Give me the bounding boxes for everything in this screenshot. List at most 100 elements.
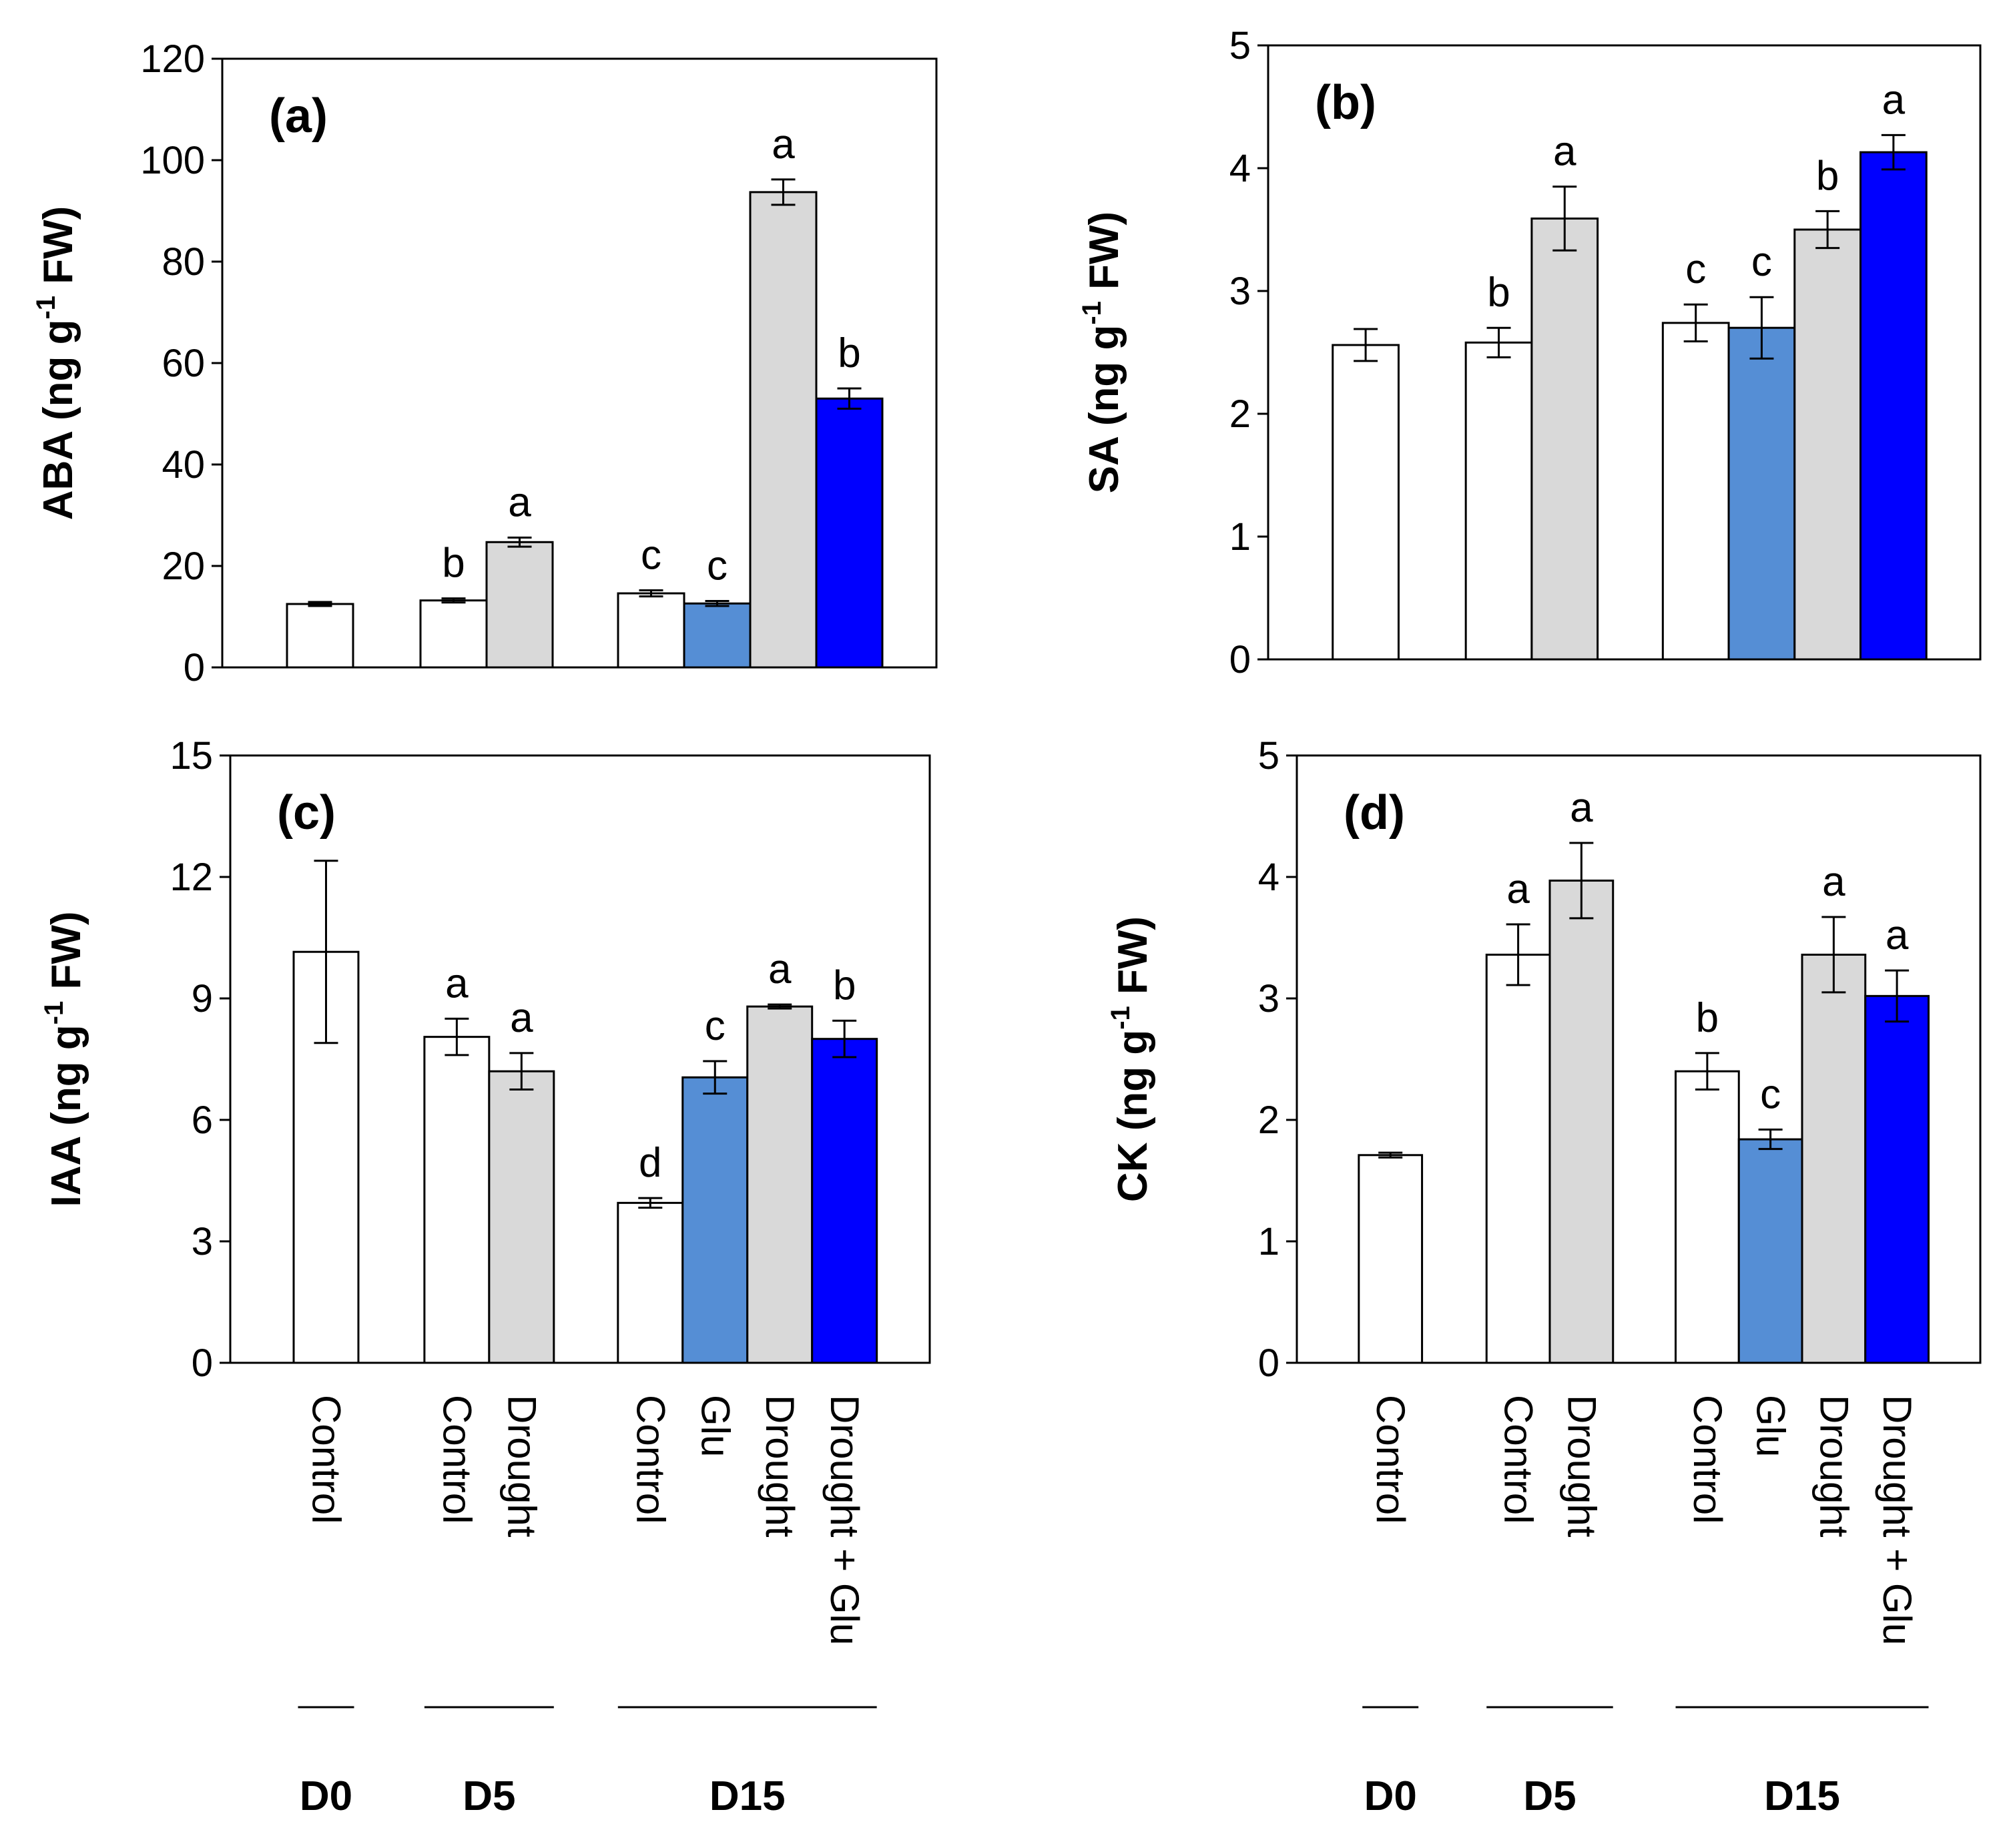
- y-axis-label-sup: -1: [1077, 301, 1107, 325]
- bar: [683, 602, 752, 669]
- significance-letter: b: [833, 962, 856, 1008]
- bar: [488, 1070, 555, 1364]
- x-category-label: Control: [435, 1395, 479, 1524]
- y-tick-label: 2: [1258, 1099, 1279, 1142]
- significance-letter: a: [508, 479, 531, 525]
- x-category-label: Drought + Glu: [1875, 1395, 1920, 1645]
- x-category-label: Drought: [758, 1395, 802, 1538]
- y-axis-label: ABA (ng g-1 FW): [31, 206, 81, 521]
- significance-letter: a: [772, 121, 795, 168]
- significance-letter: a: [1506, 866, 1530, 912]
- bar: [1737, 1138, 1803, 1364]
- group-label: D5: [463, 1773, 515, 1819]
- significance-letter: a: [1553, 129, 1576, 175]
- y-tick-label: 3: [192, 1220, 213, 1263]
- bar: [815, 397, 884, 669]
- bar: [811, 1038, 878, 1364]
- x-category-label: Control: [1496, 1395, 1541, 1524]
- y-axis-label: IAA (ng g-1 FW): [39, 911, 89, 1207]
- plot-frame: [229, 754, 931, 1364]
- bar: [1358, 1154, 1424, 1364]
- bar: [1727, 326, 1796, 661]
- plot-frame: [1296, 754, 1982, 1364]
- significance-letter: b: [1816, 153, 1839, 199]
- y-axis-label: SA (ng g-1 FW): [1077, 212, 1127, 493]
- y-tick-label: 9: [192, 977, 213, 1020]
- bar: [617, 592, 685, 669]
- x-category-label: Control: [304, 1395, 348, 1524]
- significance-letter: b: [1487, 270, 1510, 316]
- bar: [1661, 322, 1730, 661]
- significance-letter: c: [1760, 1072, 1781, 1118]
- panel-label: (d): [1344, 786, 1405, 840]
- bar: [1464, 341, 1533, 661]
- x-category-label: Control: [1685, 1395, 1730, 1524]
- group-label: D15: [1764, 1773, 1840, 1819]
- bar: [423, 1036, 491, 1364]
- bar: [1793, 228, 1862, 661]
- bar: [485, 541, 554, 669]
- x-category-label: Drought: [1811, 1395, 1856, 1538]
- y-axis-label-main: ABA (ng g: [35, 320, 81, 521]
- group-label: D5: [1523, 1773, 1576, 1819]
- y-axis-label-sup: -1: [1106, 1006, 1135, 1030]
- y-axis-label-tail: FW): [35, 206, 81, 296]
- y-tick-label: 6: [192, 1099, 213, 1142]
- panel-label: (a): [269, 89, 328, 143]
- significance-letter: c: [641, 532, 661, 578]
- significance-letter: c: [705, 1003, 726, 1049]
- significance-letter: d: [639, 1140, 661, 1186]
- y-axis-label-tail: FW): [1110, 916, 1156, 1006]
- significance-letter: a: [445, 960, 469, 1006]
- bar: [617, 1201, 684, 1364]
- bar: [1864, 994, 1930, 1364]
- y-tick-label: 12: [170, 856, 213, 899]
- y-axis-label: CK (ng g-1 FW): [1106, 916, 1156, 1202]
- bar: [1548, 879, 1615, 1364]
- y-tick-label: 15: [170, 734, 213, 778]
- y-tick-label: 1: [1258, 1220, 1279, 1263]
- y-tick-label: 4: [1229, 147, 1251, 190]
- significance-letter: c: [707, 543, 728, 589]
- y-tick-label: 5: [1229, 24, 1251, 67]
- panel-label: (c): [277, 786, 336, 840]
- significance-letter: b: [442, 541, 465, 587]
- bar: [1332, 344, 1400, 661]
- y-tick-label: 100: [140, 139, 205, 182]
- x-category-label: Drought: [499, 1395, 544, 1538]
- y-tick-label: 3: [1258, 977, 1279, 1020]
- bar: [419, 599, 488, 669]
- significance-letter: a: [1882, 77, 1906, 123]
- x-category-label: Drought: [1559, 1395, 1604, 1538]
- significance-letter: a: [768, 946, 792, 992]
- y-tick-label: 1: [1229, 515, 1251, 559]
- group-label: D0: [1364, 1773, 1417, 1819]
- x-category-label: Drought + Glu: [822, 1395, 867, 1645]
- significance-letter: c: [1685, 246, 1706, 292]
- y-axis-label-sup: -1: [31, 296, 61, 320]
- x-category-label: Glu: [1749, 1395, 1793, 1457]
- significance-letter: b: [1696, 995, 1719, 1041]
- bar: [1859, 151, 1928, 661]
- x-category-label: Glu: [693, 1395, 738, 1457]
- significance-letter: b: [838, 330, 860, 376]
- group-label: D0: [300, 1773, 352, 1819]
- y-tick-label: 120: [140, 37, 205, 81]
- y-axis-label-main: CK (ng g: [1110, 1030, 1156, 1202]
- y-axis-label-sup: -1: [39, 1001, 69, 1025]
- y-tick-label: 3: [1229, 270, 1251, 313]
- bar: [1675, 1070, 1740, 1364]
- y-axis-label-main: SA (ng g: [1081, 325, 1127, 494]
- y-tick-label: 5: [1258, 734, 1279, 778]
- significance-letter: a: [1570, 785, 1593, 831]
- y-tick-label: 4: [1258, 856, 1279, 899]
- bar: [286, 603, 354, 669]
- y-tick-label: 0: [192, 1341, 213, 1385]
- significance-letter: c: [1751, 239, 1772, 285]
- y-tick-label: 2: [1229, 392, 1251, 436]
- y-tick-label: 0: [1229, 638, 1251, 681]
- y-axis-label-tail: FW): [1081, 212, 1127, 301]
